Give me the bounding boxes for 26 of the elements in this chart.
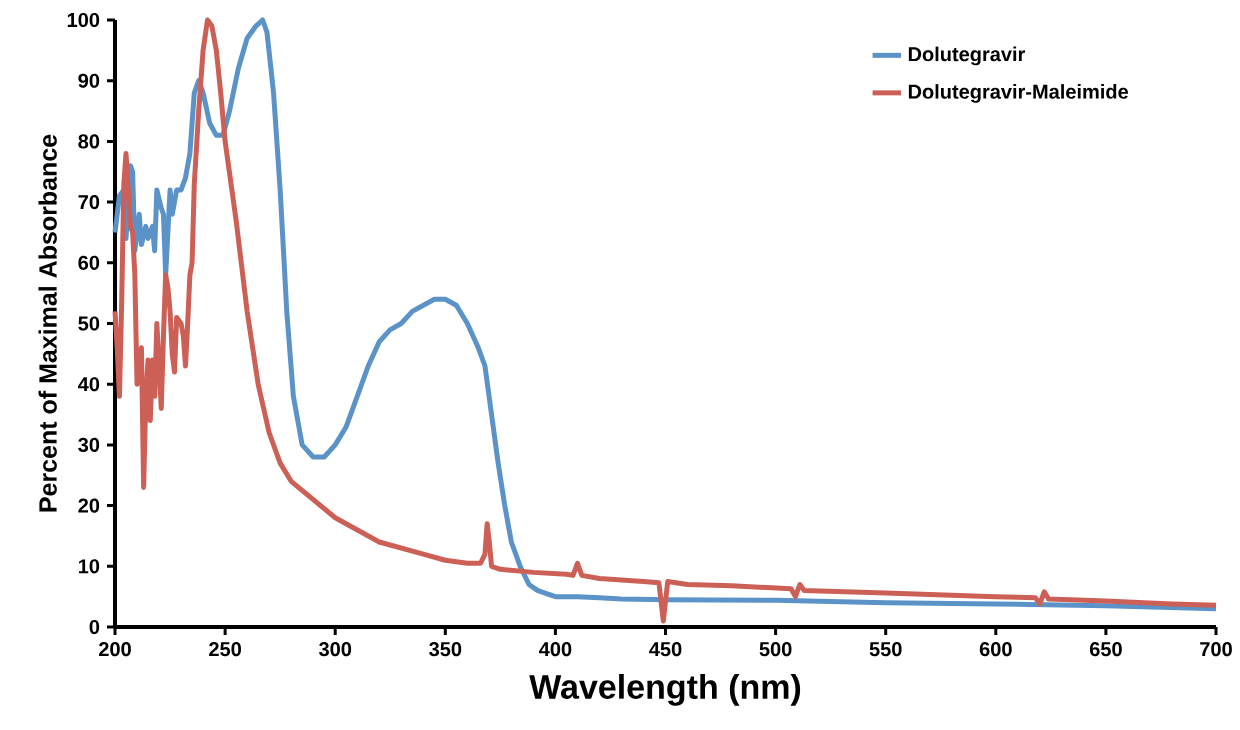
x-tick-label: 450 <box>649 642 682 657</box>
y-tick-label: 40 <box>78 377 100 392</box>
x-tick-label: 350 <box>429 642 462 657</box>
x-tick-label: 300 <box>319 642 352 657</box>
y-axis-title: Percent of Maximal Absorbance <box>38 134 57 512</box>
y-tick-label: 30 <box>78 437 100 452</box>
y-tick-label: 60 <box>78 255 100 270</box>
legend-label: Dolutegravir-Maleimide <box>908 84 1129 103</box>
y-tick-label: 0 <box>89 619 100 635</box>
x-tick-label: 500 <box>759 642 792 657</box>
x-axis-title: Wavelength (nm) <box>529 674 801 706</box>
legend-label: Dolutegravir <box>908 46 1026 66</box>
y-tick-label: 70 <box>78 195 100 210</box>
x-tick-label: 400 <box>539 642 572 657</box>
y-tick-label: 50 <box>78 316 100 331</box>
x-tick-label: 600 <box>979 642 1012 657</box>
y-tick-label: 20 <box>78 498 100 513</box>
y-tick-label: 80 <box>78 134 100 149</box>
y-tick-label: 100 <box>67 12 100 28</box>
y-tick-label: 10 <box>78 559 100 574</box>
x-tick-label: 650 <box>1089 642 1122 657</box>
y-tick-label: 90 <box>78 73 100 88</box>
x-tick-label: 200 <box>99 642 131 657</box>
x-tick-label: 250 <box>209 642 241 657</box>
x-tick-label: 700 <box>1200 642 1232 657</box>
x-tick-label: 550 <box>869 642 902 657</box>
